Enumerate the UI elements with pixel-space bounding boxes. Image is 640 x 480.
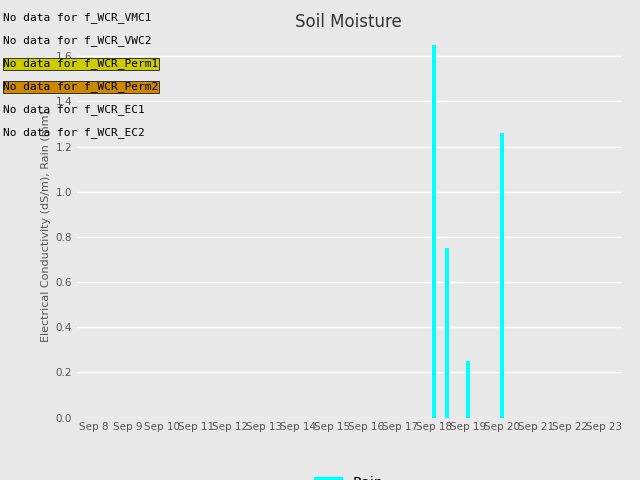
Y-axis label: Electrical Conductivity (dS/m), Rain (mm): Electrical Conductivity (dS/m), Rain (mm… <box>41 109 51 342</box>
Bar <box>466 361 470 418</box>
Bar <box>445 248 449 418</box>
Text: No data for f_WCR_Perm1: No data for f_WCR_Perm1 <box>3 58 159 69</box>
Text: No data for f_WCR_EC1: No data for f_WCR_EC1 <box>3 104 145 115</box>
Legend: Rain: Rain <box>308 470 389 480</box>
Bar <box>432 45 436 418</box>
Text: No data for f_WCR_EC2: No data for f_WCR_EC2 <box>3 127 145 138</box>
Text: No data for f_WCR_Perm2: No data for f_WCR_Perm2 <box>3 81 159 92</box>
Text: No data for f_WCR_VWC2: No data for f_WCR_VWC2 <box>3 35 152 46</box>
Title: Soil Moisture: Soil Moisture <box>296 12 402 31</box>
Bar <box>500 133 504 418</box>
Text: No data for f_WCR_VMC1: No data for f_WCR_VMC1 <box>3 12 152 23</box>
